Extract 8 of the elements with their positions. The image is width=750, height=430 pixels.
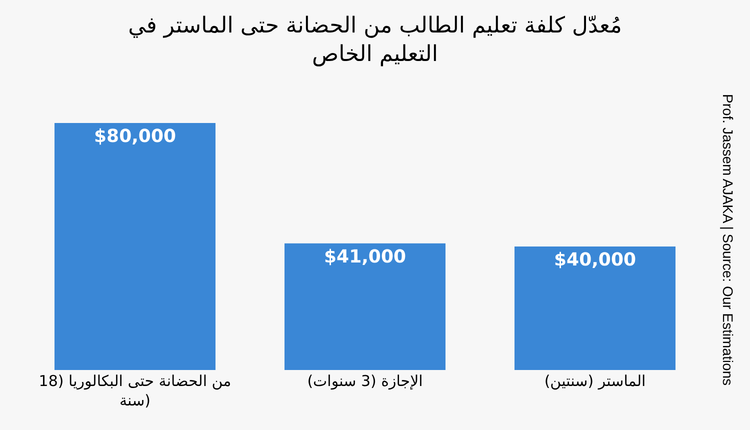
x-tick-label: من الحضانة حتى البكالوريا (18 سنة) — [38, 372, 232, 410]
data-label: $80,000 — [94, 126, 176, 147]
data-label: $41,000 — [324, 246, 406, 268]
text: Prof. Jassem AJAKA | Source: Our Estimations — [720, 94, 736, 386]
chart-title: مُعدّل كلفة تعليم الطالب من الحضانة حتى الماستر في التعليم الخاص — [128, 13, 622, 67]
x-tick-label: الإجازة (3 سنوات) — [307, 372, 423, 390]
x-tick-label: الماستر (سنتين) — [544, 372, 646, 390]
data-label: $40,000 — [554, 250, 636, 270]
